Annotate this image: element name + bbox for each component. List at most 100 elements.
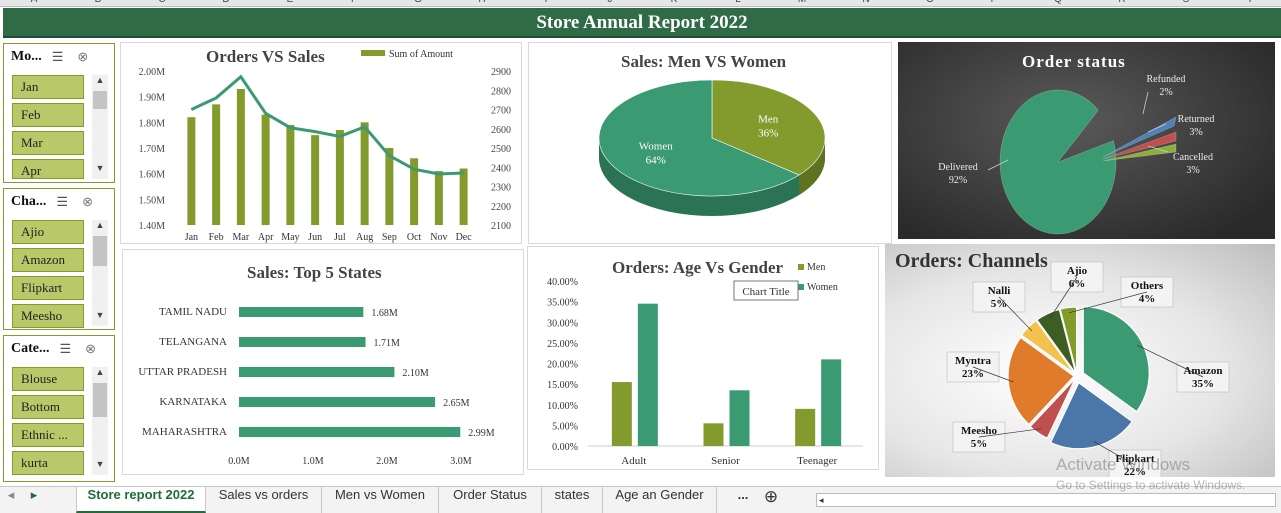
- bar[interactable]: [311, 135, 320, 225]
- slicer-item[interactable]: Apr: [12, 159, 84, 179]
- slicer-item[interactable]: Mar: [12, 131, 84, 155]
- slicer-item[interactable]: Meesho: [12, 304, 84, 328]
- clear-filter-icon[interactable]: ⊗: [85, 341, 97, 356]
- channels-chart[interactable]: Orders: Channels Amazon 35% Flipkart 22% Mee…: [885, 244, 1275, 477]
- bar[interactable]: [795, 408, 816, 446]
- slicer-item[interactable]: kurta: [12, 451, 84, 475]
- multi-select-icon[interactable]: ☰: [51, 49, 64, 64]
- column-header[interactable]: Q: [1026, 0, 1090, 5]
- clear-filter-icon[interactable]: ⊗: [82, 194, 93, 209]
- column-header[interactable]: G: [386, 0, 450, 5]
- slicer-item[interactable]: Feb: [12, 103, 84, 127]
- orders-line[interactable]: [190, 74, 464, 176]
- pie-slice[interactable]: [1059, 306, 1078, 374]
- slicer-item[interactable]: Jan: [12, 75, 84, 99]
- column-header[interactable]: C: [130, 0, 194, 5]
- multi-select-icon[interactable]: ☰: [56, 194, 69, 209]
- tab-order-status[interactable]: Order Status: [439, 487, 542, 513]
- bar[interactable]: [239, 397, 436, 407]
- bar[interactable]: [239, 337, 366, 347]
- tab-sales-vs-orders[interactable]: Sales vs orders: [206, 487, 322, 513]
- pie-slice[interactable]: [1102, 143, 1177, 162]
- slicer-scrollbar[interactable]: ▲ ▼: [92, 220, 108, 326]
- slicer-item[interactable]: Bottom: [12, 395, 84, 419]
- bar[interactable]: [187, 117, 196, 225]
- bar[interactable]: [703, 423, 724, 446]
- scroll-down-icon[interactable]: ▼: [95, 459, 105, 469]
- add-sheet-icon[interactable]: ⊕: [763, 487, 779, 506]
- column-header[interactable]: A: [2, 0, 66, 5]
- bar[interactable]: [729, 390, 750, 446]
- column-header[interactable]: D: [194, 0, 258, 5]
- tabs-more-button[interactable]: ...: [737, 487, 749, 502]
- bar[interactable]: [239, 307, 364, 317]
- tab-scroll-left-icon[interactable]: ◂: [7, 487, 15, 502]
- column-header[interactable]: O: [898, 0, 962, 5]
- bar[interactable]: [637, 303, 658, 446]
- bar[interactable]: [286, 124, 295, 225]
- bar[interactable]: [459, 168, 468, 225]
- column-header[interactable]: N: [834, 0, 898, 5]
- bar[interactable]: [261, 114, 270, 225]
- pie-slice[interactable]: [1102, 131, 1177, 160]
- scroll-down-icon[interactable]: ▼: [95, 310, 105, 320]
- column-header[interactable]: L: [706, 0, 770, 5]
- slicer-item[interactable]: Ajio: [12, 220, 84, 244]
- column-header[interactable]: P: [962, 0, 1026, 5]
- tab-men-vs-women[interactable]: Men vs Women: [322, 487, 439, 513]
- multi-select-icon[interactable]: ☰: [59, 341, 72, 356]
- column-header[interactable]: I: [514, 0, 578, 5]
- order-status-chart[interactable]: Order status Delivered 92% Cancelled 3% Retu…: [898, 42, 1275, 239]
- bar[interactable]: [236, 88, 245, 225]
- pie-slice[interactable]: [999, 89, 1117, 235]
- scroll-up-icon[interactable]: ▲: [95, 75, 105, 85]
- tab-scroll-right-icon[interactable]: ▸: [30, 487, 38, 502]
- pie-slice[interactable]: [1007, 336, 1075, 426]
- column-header[interactable]: M: [770, 0, 834, 5]
- pie-slice[interactable]: [711, 79, 826, 176]
- bar[interactable]: [611, 382, 632, 446]
- column-header[interactable]: T: [1218, 0, 1281, 5]
- men-vs-women-chart[interactable]: Sales: Men VS Women Men 36% Women 64%: [528, 42, 892, 244]
- scroll-down-icon[interactable]: ▼: [95, 163, 105, 173]
- clear-filter-icon[interactable]: ⊗: [77, 49, 89, 64]
- slicer-item[interactable]: Blouse: [12, 367, 84, 391]
- scroll-thumb[interactable]: [93, 236, 107, 266]
- tab-age-gender[interactable]: Age an Gender: [603, 487, 717, 513]
- slicer-scrollbar[interactable]: ▲ ▼: [92, 75, 108, 179]
- slicer-item[interactable]: Ethnic ...: [12, 423, 84, 447]
- column-header[interactable]: K: [642, 0, 706, 5]
- column-header[interactable]: R: [1090, 0, 1154, 5]
- horizontal-scrollbar[interactable]: ◂: [816, 493, 1276, 507]
- slicer-scrollbar[interactable]: ▲ ▼: [92, 367, 108, 475]
- pie-slice[interactable]: [1082, 306, 1150, 413]
- bar[interactable]: [821, 359, 842, 446]
- column-header[interactable]: B: [66, 0, 130, 5]
- column-header[interactable]: S: [1154, 0, 1218, 5]
- scroll-up-icon[interactable]: ▲: [95, 220, 105, 230]
- pie-slice[interactable]: [1049, 381, 1133, 450]
- tab-states[interactable]: states: [542, 487, 603, 513]
- slicer-item[interactable]: Flipkart: [12, 276, 84, 300]
- bar[interactable]: [212, 104, 221, 225]
- pie-slice[interactable]: [598, 79, 800, 197]
- bar[interactable]: [239, 367, 395, 377]
- slicer-item[interactable]: Amazon: [12, 248, 84, 272]
- bar[interactable]: [385, 148, 394, 225]
- scroll-thumb[interactable]: [93, 383, 107, 417]
- column-header[interactable]: J: [578, 0, 642, 5]
- orders-vs-sales-chart[interactable]: Orders VS Sales Sum of Amount 2.00M 1.90M…: [120, 42, 522, 244]
- pie-slice[interactable]: [1029, 378, 1076, 439]
- column-header[interactable]: E: [258, 0, 322, 5]
- bar[interactable]: [335, 130, 344, 225]
- bar[interactable]: [410, 158, 419, 225]
- bar[interactable]: [360, 122, 369, 225]
- scroll-up-icon[interactable]: ▲: [95, 367, 105, 377]
- tab-store-report[interactable]: Store report 2022: [76, 487, 206, 513]
- pie-slice[interactable]: [1102, 116, 1177, 158]
- age-vs-gender-chart[interactable]: Orders: Age Vs Gender Men Women Chart Ti…: [527, 246, 879, 470]
- column-header[interactable]: H: [450, 0, 514, 5]
- column-header[interactable]: F: [322, 0, 386, 5]
- top5-states-chart[interactable]: Sales: Top 5 States TAMIL NADU 1.68M TELAN…: [122, 249, 524, 475]
- pie-slice[interactable]: [1036, 308, 1077, 374]
